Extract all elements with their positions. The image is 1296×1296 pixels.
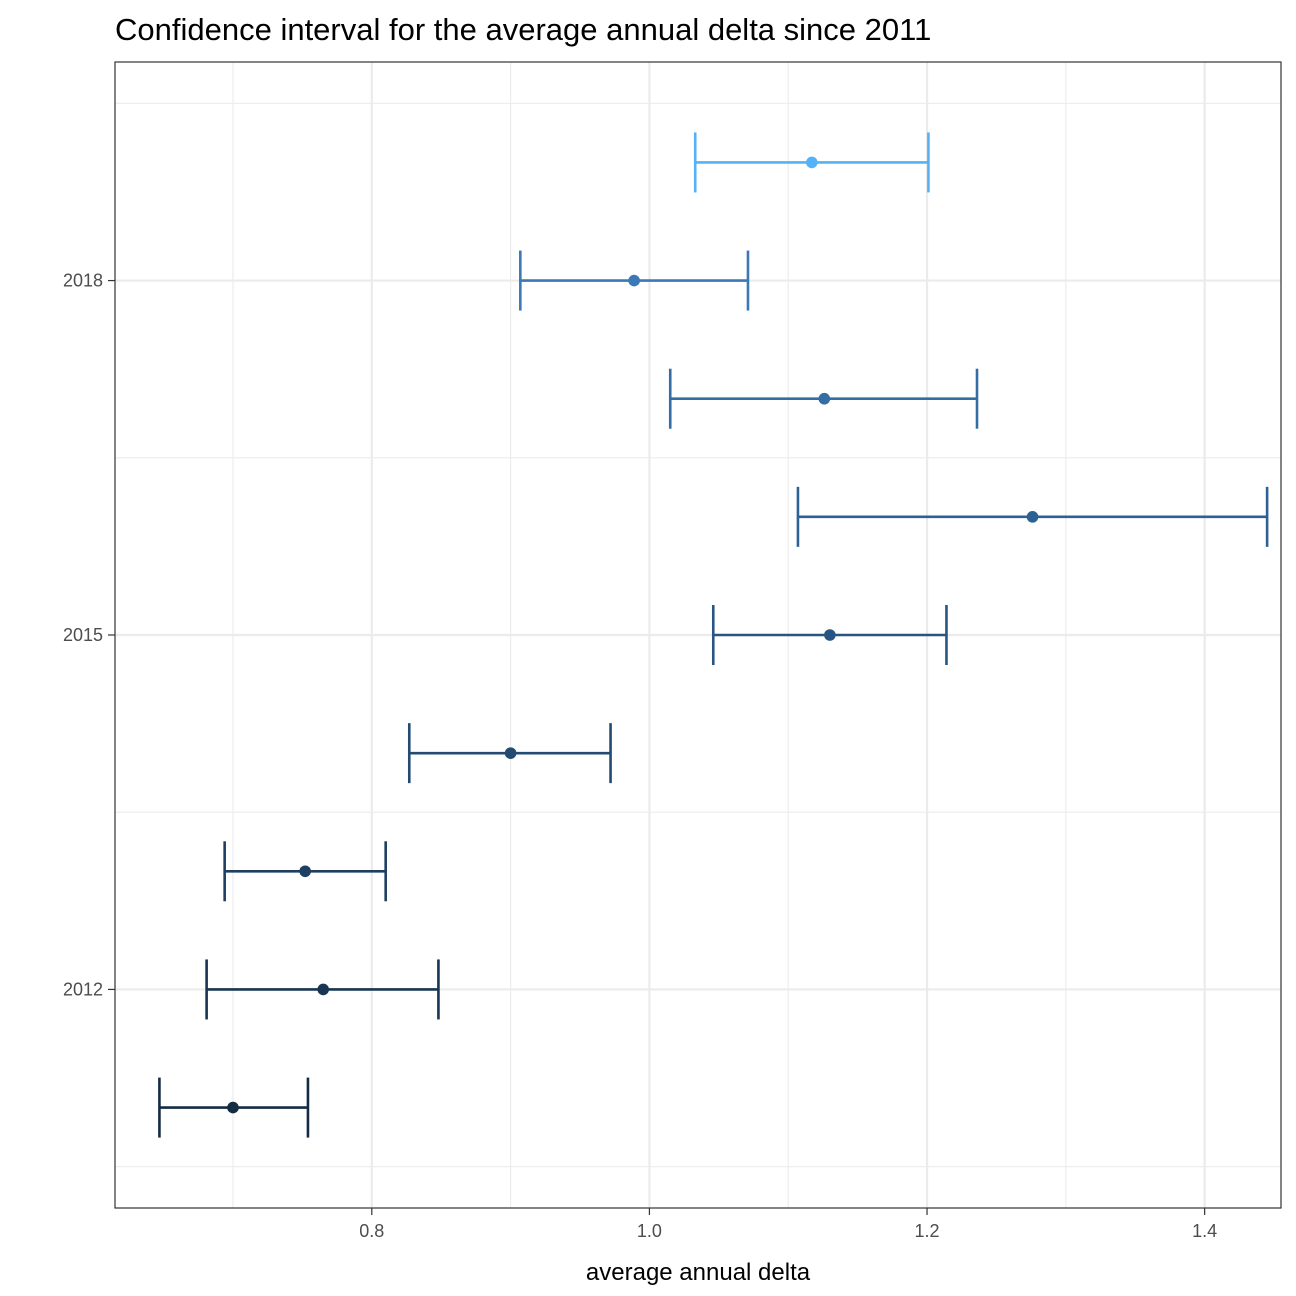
axes: 0.8 1.0 1.2 1.4 2012 2015 2018 [63, 271, 1217, 1241]
mean-point [628, 274, 640, 287]
error-bar-2015 [711, 605, 948, 665]
grid [115, 62, 1281, 1208]
x-tick-label: 1.4 [1192, 1221, 1217, 1241]
mean-point [227, 1101, 239, 1114]
x-tick-label: 1.0 [637, 1221, 662, 1241]
error-bar-2013 [223, 841, 387, 902]
x-tick-label: 1.2 [915, 1221, 940, 1241]
mean-point [824, 629, 836, 641]
mean-point [317, 983, 330, 996]
error-bar-2012 [205, 959, 440, 1020]
error-bar-2016 [796, 486, 1269, 547]
error-bar-2019 [693, 132, 930, 193]
x-tick-label: 0.8 [359, 1221, 384, 1241]
error-bar-2014 [407, 723, 612, 784]
error-bar-2018 [519, 250, 750, 311]
y-tick-label: 2012 [63, 979, 103, 999]
mean-point [504, 747, 517, 759]
chart-title: Confidence interval for the average annu… [115, 12, 931, 47]
mean-point [299, 865, 311, 878]
mean-point [818, 392, 831, 405]
error-bar-2017 [668, 368, 979, 429]
mean-point [806, 156, 818, 169]
error-bar-2011 [158, 1077, 310, 1138]
y-tick-label: 2018 [63, 271, 103, 291]
mean-point [1026, 511, 1039, 523]
error-bars [158, 132, 1269, 1138]
x-axis-title: average annual delta [586, 1259, 811, 1286]
y-tick-label: 2015 [63, 625, 103, 645]
